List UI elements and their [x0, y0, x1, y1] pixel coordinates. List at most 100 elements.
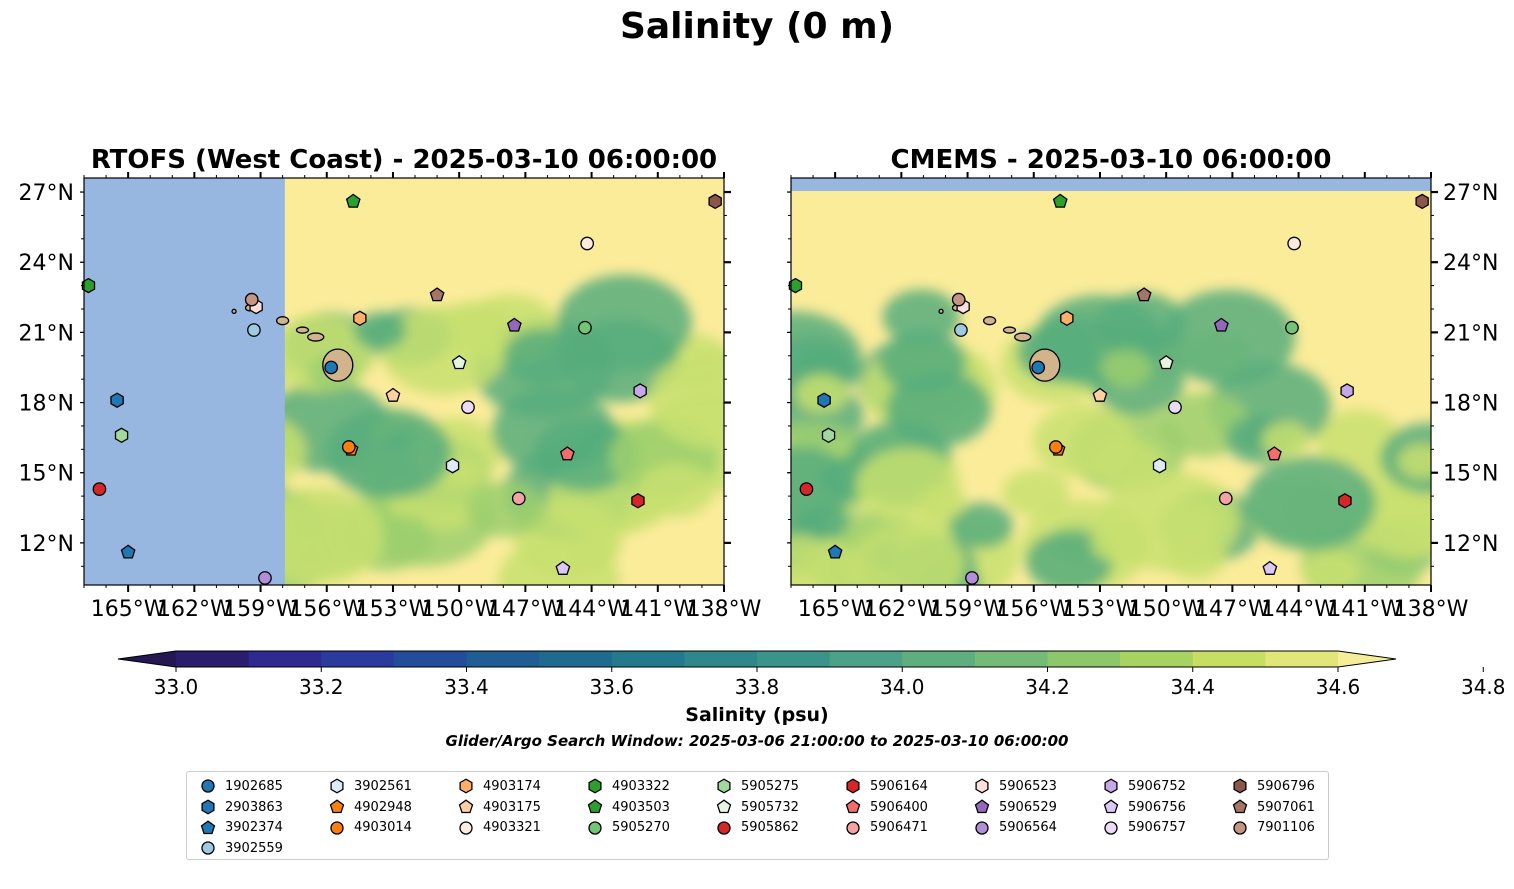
- legend-column: 3902561 4902948 4903014: [324, 776, 412, 838]
- rtofs-map-frame: [83, 177, 725, 586]
- colorbar-tick-label: 34.6: [1316, 675, 1361, 699]
- legend-label: 4902948: [354, 799, 412, 815]
- observation-marker-5906752: [633, 383, 647, 399]
- observation-marker-4903014: [341, 440, 356, 454]
- legend-marker-5906471: [846, 821, 860, 835]
- lon-tick-label: 150°W: [422, 597, 497, 622]
- legend-marker-3902374: [200, 820, 216, 834]
- eddy-blob: [1100, 349, 1152, 387]
- observation-marker-5906164: [631, 493, 645, 509]
- pentagon-marker-icon: [974, 799, 990, 814]
- legend-label: 5906400: [870, 799, 928, 815]
- eddy-blob: [1303, 551, 1361, 585]
- observation-marker-5905732: [1158, 354, 1174, 370]
- legend-label: 5905275: [741, 778, 799, 794]
- circle-marker-icon: [330, 821, 344, 835]
- legend-item-2903863: 2903863: [195, 797, 283, 818]
- island-shape: [1014, 332, 1032, 342]
- observation-marker-5906757: [461, 400, 475, 415]
- observation-marker-5905862: [92, 482, 107, 496]
- legend-label: 4903321: [483, 820, 541, 836]
- lat-tick-label: 21°N: [1443, 321, 1498, 346]
- lon-tick-label: 162°W: [157, 597, 232, 622]
- lat-tick-label: 12°N: [1443, 532, 1498, 557]
- observation-marker-5906471: [511, 491, 526, 506]
- colorbar-swatch: [902, 651, 976, 667]
- legend-label: 3902374: [225, 820, 283, 836]
- observation-marker-4903175: [1092, 387, 1108, 402]
- hexagon-marker-icon: [201, 799, 215, 815]
- legend-marker-5905270: [588, 821, 602, 835]
- observation-marker-5906400: [559, 446, 575, 461]
- legend-item-4902948: 4902948: [324, 797, 412, 818]
- legend-marker-5906529: [974, 799, 990, 814]
- eddy-blob: [557, 274, 693, 371]
- legend-label: 4903175: [483, 799, 541, 815]
- lon-tick-label: 144°W: [554, 597, 629, 622]
- legend-item-5906529: 5906529: [969, 797, 1057, 818]
- legend-item-7901106: 7901106: [1227, 817, 1315, 838]
- colorbar-swatch: [1047, 651, 1121, 667]
- legend-label: 4903503: [612, 799, 670, 815]
- legend-marker-5906400: [845, 799, 861, 814]
- legend-column: 1902685 2903863 3902374 3902559: [195, 776, 283, 859]
- colorbar-swatch: [539, 651, 613, 667]
- observation-marker-4903322: [81, 277, 96, 294]
- rtofs-axes: 27°N24°N21°N18°N15°N12°N165°W162°W159°W1…: [19, 172, 762, 622]
- observation-marker-7901106: [244, 292, 259, 307]
- legend-item-3902561: 3902561: [324, 776, 412, 797]
- legend-item-5906471: 5906471: [840, 817, 928, 838]
- legend-marker-4903174: [459, 778, 473, 794]
- observation-marker-5905270: [578, 320, 592, 335]
- observation-marker-5906796: [1415, 193, 1429, 210]
- lat-tick-label: 21°N: [19, 321, 74, 346]
- observation-marker-5906529: [1213, 317, 1229, 332]
- lat-tick-label: 15°N: [19, 462, 74, 487]
- legend-item-3902374: 3902374: [195, 817, 283, 838]
- lon-tick-label: 141°W: [620, 597, 695, 622]
- observation-marker-5906164: [1338, 493, 1352, 509]
- observation-marker-5905275: [114, 427, 129, 444]
- lon-tick-label: 153°W: [1063, 597, 1138, 622]
- colorbar-label: Salinity (psu): [685, 704, 829, 726]
- eddy-blob: [1165, 536, 1226, 580]
- observation-marker-5906529: [506, 317, 522, 332]
- colorbar: 33.0 33.2 33.4 33.6 33.8 34.0 34.2 34.4 34.6 34.8: [117, 650, 1506, 699]
- rtofs-panel-title: RTOFS (West Coast) - 2025-03-10 06:00:00: [91, 145, 717, 175]
- lat-tick-label: 18°N: [1443, 392, 1498, 417]
- circle-marker-icon: [201, 779, 215, 793]
- colorbar-tick-label: 34.8: [1461, 675, 1506, 699]
- rtofs-observation-markers: [81, 193, 722, 585]
- island-shape: [982, 316, 997, 326]
- legend-item-5906564: 5906564: [969, 817, 1057, 838]
- legend-item-5907061: 5907061: [1227, 797, 1315, 818]
- eddy-blob: [1244, 456, 1377, 551]
- lon-tick-label: 138°W: [1394, 597, 1469, 622]
- observation-marker-4903175: [385, 387, 401, 402]
- legend-item-5906164: 5906164: [840, 776, 928, 797]
- observation-marker-5905732: [451, 354, 467, 370]
- legend-label: 2903863: [225, 799, 283, 815]
- legend-marker-5905275: [717, 778, 731, 794]
- pentagon-marker-icon: [845, 799, 861, 814]
- legend-item-4903321: 4903321: [453, 817, 541, 838]
- cmems-map-panel: 27°N24°N21°N18°N15°N12°N165°W162°W159°W1…: [787, 145, 1498, 622]
- eddy-texture: [791, 289, 1431, 585]
- observation-marker-5905270: [1285, 320, 1299, 335]
- eddy-blob: [794, 374, 848, 413]
- circle-marker-icon: [201, 841, 215, 856]
- eddy-blob: [503, 328, 583, 386]
- observation-marker-5906756: [1262, 560, 1278, 575]
- legend-label: 5906564: [999, 820, 1057, 836]
- colorbar-swatch: [757, 651, 831, 667]
- colorbar-tick-label: 34.2: [1025, 675, 1070, 699]
- legend-marker-7901106: [1233, 821, 1247, 835]
- colorbar-under-extend: [118, 651, 176, 667]
- lon-tick-label: 165°W: [91, 597, 166, 622]
- lon-tick-label: 156°W: [996, 597, 1071, 622]
- legend-item-5905732: 5905732: [711, 797, 799, 818]
- observation-marker-5907061: [429, 287, 445, 302]
- legend-label: 1902685: [225, 778, 283, 794]
- legend-marker-5905732: [716, 799, 732, 814]
- pentagon-marker-icon: [587, 799, 603, 814]
